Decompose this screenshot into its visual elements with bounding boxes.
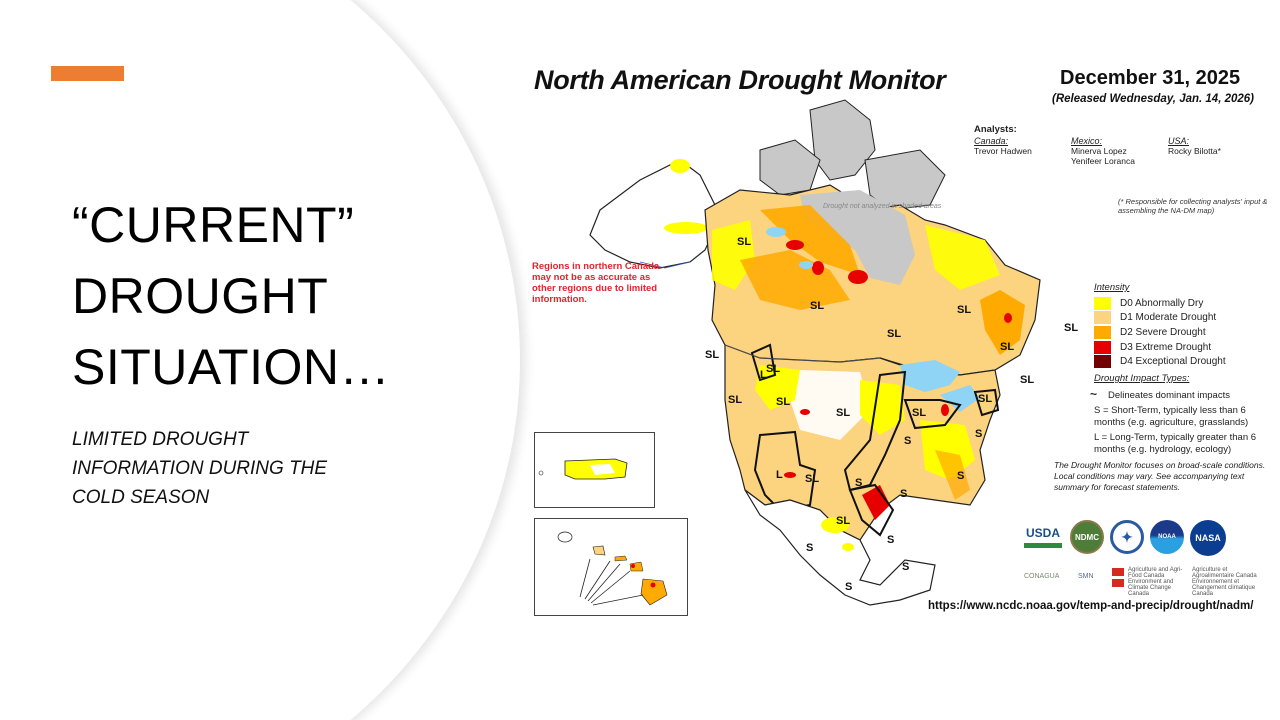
northern-canada-accuracy-note: Regions in northern Canada may not be as… [532, 261, 660, 305]
d3-swatch [1094, 340, 1111, 354]
slide-left-panel: “CURRENT” DROUGHT SITUATION… LIMITED DRO… [0, 0, 470, 720]
slide-subtitle: LIMITED DROUGHT INFORMATION DURING THE C… [72, 429, 328, 508]
usda-logo: USDA [1024, 522, 1062, 548]
svg-text:SL: SL [766, 363, 780, 375]
noaa-logo: NOAA [1150, 520, 1184, 554]
puerto-rico-map [538, 458, 628, 480]
accent-bar [51, 66, 124, 81]
hawaii-map [557, 531, 668, 606]
legend-item-d0: D0 Abnormally Dry [1094, 296, 1274, 311]
intensity-legend: Intensity D0 Abnormally Dry D1 Moderate … [1094, 282, 1274, 369]
analysts-usa: USA: Rocky Bilotta* [1168, 136, 1221, 156]
svg-text:SL: SL [737, 236, 751, 248]
svg-text:SL: SL [912, 407, 926, 419]
legend-item-d4: D4 Exceptional Drought [1094, 354, 1274, 369]
svg-text:SL: SL [1000, 341, 1014, 353]
squiggle-line-icon: ~ [1090, 387, 1098, 401]
svg-text:S: S [904, 435, 911, 447]
north-america-drought-map: Drought not analyzed in shaded areas [589, 99, 1078, 606]
svg-text:L: L [760, 369, 767, 381]
puerto-rico-inset [534, 432, 655, 508]
d0-swatch [1094, 296, 1111, 310]
svg-text:SL: SL [705, 349, 719, 361]
svg-text:SL: SL [810, 300, 824, 312]
drought-impact-types: Drought Impact Types: ~ Delineates domina… [1090, 373, 1270, 456]
agency-logos: USDA NDMC ✦ NOAA NASA [1024, 520, 1274, 590]
eagle-icon: ✦ [1121, 528, 1133, 545]
partner-logos: CONAGUA SMN Agriculture and Agri-Food Ca… [1016, 566, 1276, 597]
svg-text:SL: SL [957, 304, 971, 316]
smn-logo: SMN [1078, 573, 1094, 580]
map-release-date: (Released Wednesday, Jan. 14, 2026) [1052, 93, 1254, 105]
legend-item-d1: D1 Moderate Drought [1094, 311, 1274, 326]
impact-long-term: L = Long-Term, typically greater than 6 … [1094, 432, 1257, 455]
svg-text:SL: SL [836, 407, 850, 419]
not-analyzed-label: Drought not analyzed in shaded areas [823, 203, 942, 210]
svg-text:SL: SL [1020, 374, 1034, 386]
legend-item-d2: D2 Severe Drought [1094, 325, 1274, 340]
svg-text:S: S [902, 561, 909, 573]
analysts-block: Analysts: Canada: Trevor Hadwen Mexico: … [974, 124, 1221, 166]
nasa-logo: NASA [1190, 520, 1226, 556]
eccc-fr-logo: Environnement et Changement climatique C… [1192, 579, 1256, 597]
slide-title: “CURRENT” DROUGHT SITUATION… [72, 197, 390, 395]
map-title: North American Drought Monitor [534, 65, 946, 95]
svg-text:L: L [776, 469, 783, 481]
svg-text:S: S [887, 534, 894, 546]
svg-text:SL: SL [776, 396, 790, 408]
conagua-logo: CONAGUA [1024, 573, 1060, 580]
svg-text:SL: SL [728, 394, 742, 406]
analysts-canada: Canada: Trevor Hadwen [974, 136, 1032, 156]
svg-text:SL: SL [805, 473, 819, 485]
commerce-seal-logo: ✦ [1110, 520, 1144, 554]
broad-scale-note: The Drought Monitor focuses on broad-sca… [1054, 460, 1266, 492]
svg-text:SL: SL [836, 515, 850, 527]
svg-text:S: S [806, 542, 813, 554]
aafc-fr-logo: Agriculture et Agroalimentaire Canada [1192, 567, 1257, 579]
impact-delineates: ~ Delineates dominant impacts [1090, 387, 1230, 401]
svg-text:S: S [957, 470, 964, 482]
curved-panel-background [0, 0, 520, 720]
hawaii-inset [534, 518, 688, 616]
d1-swatch [1094, 311, 1111, 325]
canada-flag-icon [1112, 568, 1124, 576]
impact-header: Drought Impact Types: [1094, 373, 1190, 384]
drought-monitor-map-figure: North American Drought Monitor December … [528, 60, 1268, 620]
eccc-logo: Environment and Climate Change Canada [1128, 579, 1174, 597]
canada-flag-icon-2 [1112, 579, 1124, 587]
map-date: December 31, 2025 [1060, 67, 1241, 89]
svg-text:S: S [975, 428, 982, 440]
ndmc-logo: NDMC [1070, 520, 1104, 554]
svg-text:SL: SL [1064, 322, 1078, 334]
svg-text:S: S [855, 477, 862, 489]
analysts-mexico: Mexico: Minerva Lopez Yenifeer Loranca [1071, 136, 1135, 166]
aafc-logo: Agriculture and Agri-Food Canada [1128, 567, 1183, 579]
d4-swatch [1094, 355, 1111, 369]
svg-text:S: S [900, 488, 907, 500]
d2-swatch [1094, 325, 1111, 339]
source-url[interactable]: https://www.ncdc.noaa.gov/temp-and-preci… [928, 600, 1254, 612]
impact-short-term: S = Short-Term, typically less than 6 mo… [1094, 405, 1249, 428]
svg-text:SL: SL [887, 328, 901, 340]
legend-item-d3: D3 Extreme Drought [1094, 340, 1274, 355]
analysts-footnote: (* Responsible for collecting analysts' … [1118, 197, 1268, 215]
legend-header: Intensity [1094, 282, 1130, 293]
svg-text:S: S [845, 581, 852, 593]
svg-text:SL: SL [978, 393, 992, 405]
analysts-header: Analysts: [974, 124, 1017, 135]
